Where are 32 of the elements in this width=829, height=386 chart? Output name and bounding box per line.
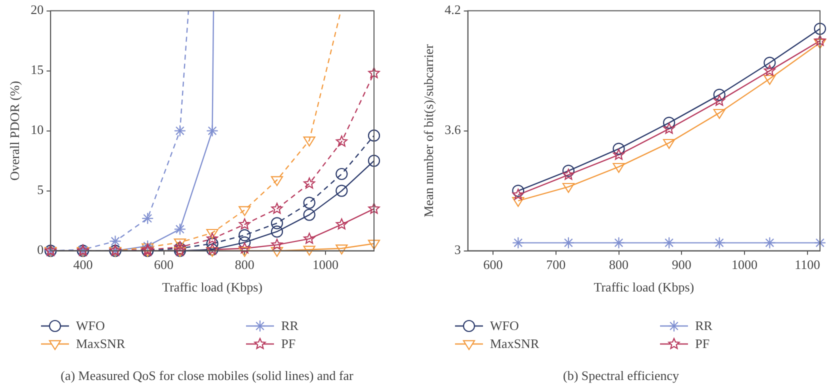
legend-label: MaxSNR (490, 336, 540, 352)
x-tick-label: 600 (483, 257, 503, 272)
y-tick-label: 4.2 (444, 2, 461, 18)
y-tick-label: 3.6 (444, 122, 462, 138)
y-axis-title: Overall PDOR (%) (7, 80, 22, 181)
legend-label: MaxSNR (76, 336, 126, 352)
x-tick-label: 400 (73, 257, 93, 272)
x-tick-label: 1000 (312, 257, 338, 272)
legend-label: RR (695, 318, 712, 334)
y-tick-label: 5 (37, 182, 44, 198)
legend-label: PF (695, 336, 710, 352)
legend-label: RR (281, 318, 298, 334)
x-tick-label: 800 (234, 257, 254, 272)
x-tick-label: 800 (609, 257, 629, 272)
x-tick-label: 600 (154, 257, 174, 272)
x-tick-label: 1100 (794, 257, 820, 272)
y-tick-label: 20 (30, 2, 44, 18)
y-axis-title: Mean number of bit(s)/subcarrier (421, 44, 436, 218)
text: (a) Measured QoS for close mobiles (solid lines) and far (60, 368, 354, 384)
legend-label: WFO (490, 318, 519, 334)
x-axis-title: Traffic load (Kbps) (162, 280, 262, 295)
x-tick-label: 700 (546, 257, 566, 272)
legend-label: PF (281, 336, 296, 352)
text: (b) Spectral efficiency (562, 368, 680, 384)
y-tick-label: 10 (30, 122, 44, 138)
y-tick-label: 0 (37, 242, 44, 258)
y-tick-label: 3 (454, 242, 461, 258)
x-axis-title: Traffic load (Kbps) (594, 280, 694, 295)
legend-label: WFO (76, 318, 105, 334)
x-tick-label: 1000 (732, 257, 758, 272)
y-tick-label: 15 (30, 62, 44, 78)
x-tick-label: 900 (672, 257, 692, 272)
